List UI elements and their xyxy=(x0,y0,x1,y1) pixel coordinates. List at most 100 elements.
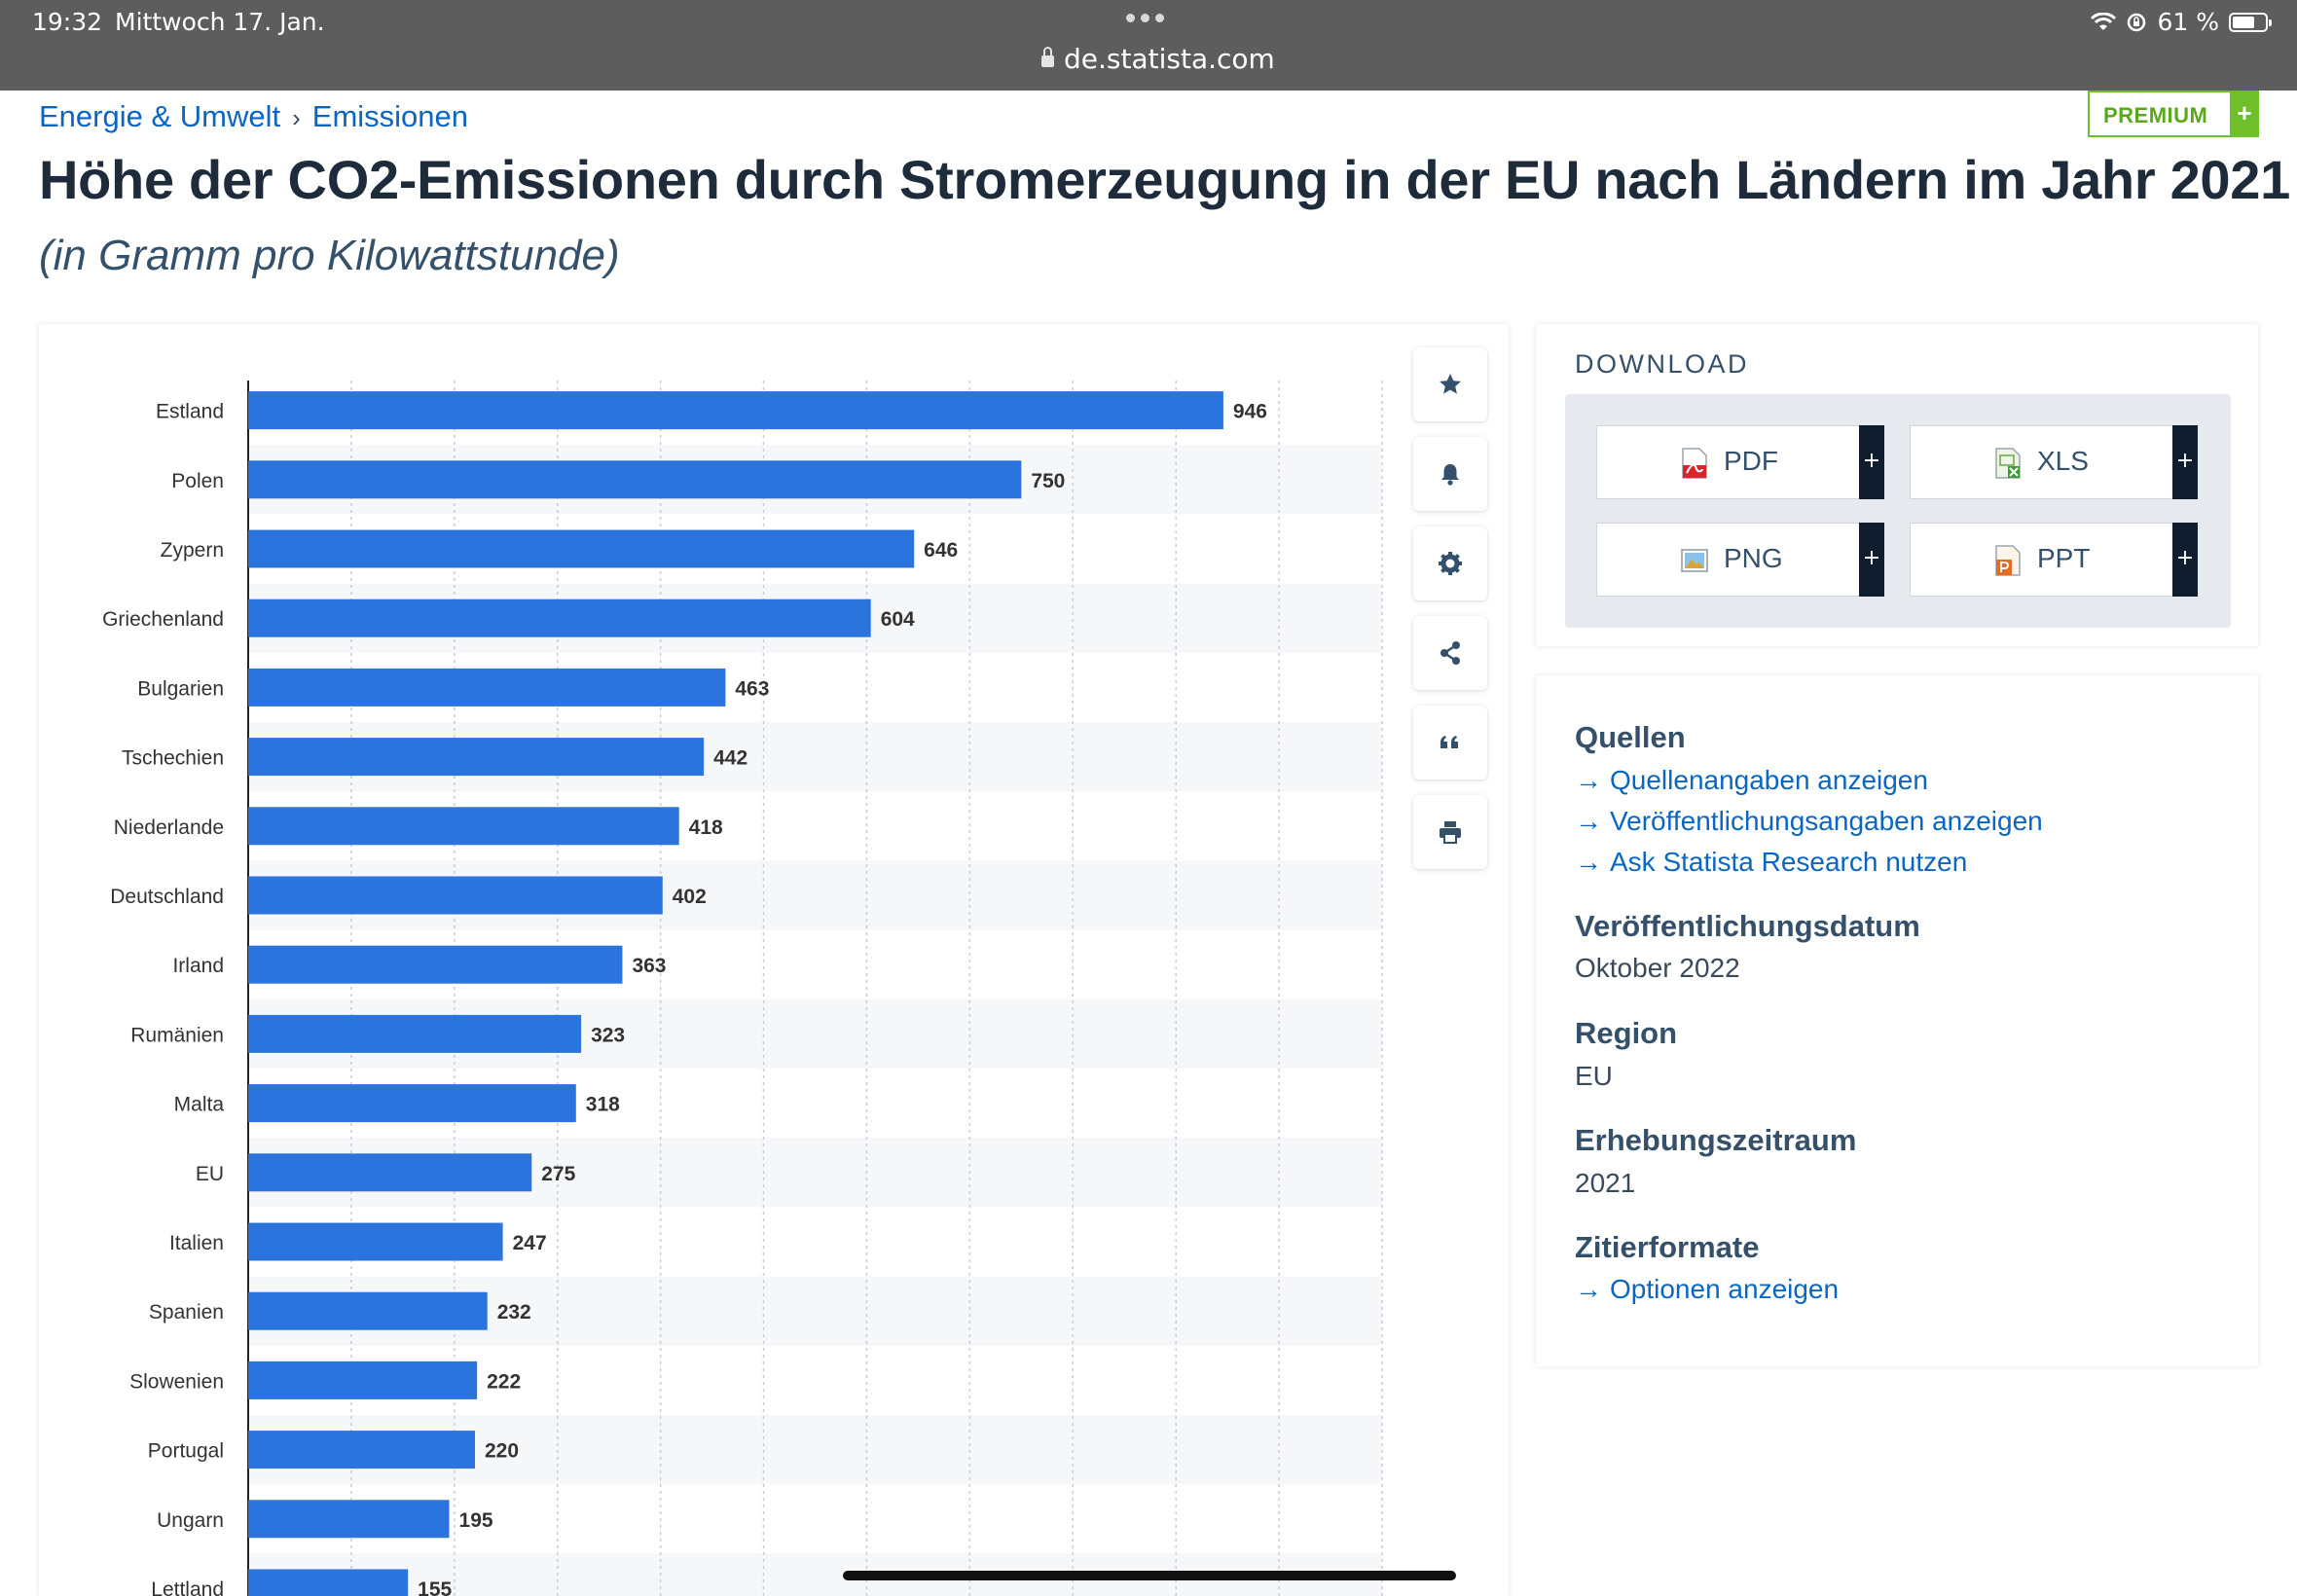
download-png-label: PNG xyxy=(1724,543,1783,573)
cite-options-link[interactable]: → Optionen anzeigen xyxy=(1575,1274,1839,1305)
bar[interactable] xyxy=(248,598,871,637)
bar[interactable] xyxy=(248,738,705,777)
download-xls-label: XLS xyxy=(2037,446,2089,476)
download-pdf-plus: + xyxy=(1859,425,1884,499)
category-label: EU xyxy=(196,1163,224,1185)
download-png-button[interactable]: PNG + xyxy=(1596,523,1884,597)
cite-button[interactable] xyxy=(1413,706,1487,780)
category-label: Portugal xyxy=(148,1440,224,1463)
category-label: Spanien xyxy=(149,1301,224,1324)
research-link[interactable]: → Ask Statista Research nutzen xyxy=(1575,847,1967,878)
bar[interactable] xyxy=(248,1222,503,1261)
star-icon xyxy=(1440,374,1461,394)
ppt-file-icon xyxy=(1995,545,2021,576)
bar[interactable] xyxy=(248,1500,450,1539)
bar[interactable] xyxy=(248,876,663,915)
bar[interactable] xyxy=(248,945,623,984)
info-card: Quellen → Quellenangaben anzeigen → Veröff… xyxy=(1536,675,2258,1366)
category-label: Zypern xyxy=(161,539,224,562)
url-bar[interactable]: de.statista.com xyxy=(1041,43,1275,75)
bar[interactable] xyxy=(248,1153,532,1192)
premium-button[interactable]: PREMIUM + xyxy=(2088,91,2259,137)
category-label: Malta xyxy=(174,1094,225,1116)
bar[interactable] xyxy=(248,1360,478,1399)
sources-link-label: Quellenangaben anzeigen xyxy=(1610,765,1928,795)
bar-chart: Estland 946 Polen 750 Zypern 646 Griechenland 6… xyxy=(102,381,1383,1596)
category-label: Rumänien xyxy=(130,1024,224,1046)
download-card: DOWNLOAD PDF + XLS + PNG + PPT + xyxy=(1536,324,2258,646)
favorite-button[interactable] xyxy=(1413,347,1487,421)
bar[interactable] xyxy=(248,1431,475,1469)
pubdate-value: Oktober 2022 xyxy=(1575,953,1740,983)
status-date: Mittwoch 17. Jan. xyxy=(115,8,325,36)
print-icon xyxy=(1440,821,1461,844)
bar[interactable] xyxy=(248,807,679,846)
print-button[interactable] xyxy=(1413,795,1487,869)
value-label: 323 xyxy=(591,1024,625,1046)
bar[interactable] xyxy=(248,1569,409,1596)
region-value: EU xyxy=(1575,1061,1613,1091)
download-pdf-button[interactable]: PDF + xyxy=(1596,425,1884,499)
png-image-icon xyxy=(1681,549,1708,572)
notification-button[interactable] xyxy=(1413,437,1487,511)
bell-icon xyxy=(1441,464,1459,486)
breadcrumb-link-emissionen[interactable]: Emissionen xyxy=(311,99,469,133)
arrow-right-icon: → xyxy=(1575,847,1602,877)
arrow-right-icon: → xyxy=(1575,765,1602,795)
bar[interactable] xyxy=(248,668,726,707)
value-label: 247 xyxy=(513,1232,547,1254)
status-icons: 61 % xyxy=(2091,8,2272,36)
wifi-icon xyxy=(2091,12,2117,30)
value-label: 195 xyxy=(459,1509,493,1532)
bar[interactable] xyxy=(248,529,915,568)
premium-plus: + xyxy=(2230,91,2259,137)
bar[interactable] xyxy=(248,1014,582,1053)
breadcrumb-separator: › xyxy=(292,103,301,132)
battery-percent: 61 % xyxy=(2157,8,2219,36)
category-label: Polen xyxy=(171,470,224,492)
page-title: Höhe der CO2-Emissionen durch Stromerzeu… xyxy=(39,149,2290,210)
value-label: 750 xyxy=(1031,470,1065,492)
value-label: 222 xyxy=(487,1370,521,1393)
download-title: DOWNLOAD xyxy=(1575,349,1750,379)
publication-link[interactable]: → Veröffentlichungsangaben anzeigen xyxy=(1575,806,2043,837)
category-label: Ungarn xyxy=(157,1509,224,1532)
sources-link[interactable]: → Quellenangaben anzeigen xyxy=(1575,765,1928,796)
home-indicator xyxy=(843,1571,1456,1580)
breadcrumb-link-energie[interactable]: Energie & Umwelt xyxy=(39,99,281,133)
share-icon xyxy=(1440,641,1460,665)
share-button[interactable] xyxy=(1413,616,1487,690)
bar[interactable] xyxy=(248,391,1223,430)
value-label: 363 xyxy=(632,955,666,977)
rotation-lock-icon xyxy=(2128,13,2146,31)
settings-button[interactable] xyxy=(1413,526,1487,600)
value-label: 275 xyxy=(541,1163,575,1185)
url-text: de.statista.com xyxy=(1064,43,1275,75)
category-label: Estland xyxy=(156,401,224,423)
page-subtitle: (in Gramm pro Kilowattstunde) xyxy=(39,232,620,279)
status-time: 19:32 xyxy=(32,8,103,36)
bar[interactable] xyxy=(248,1084,576,1123)
category-label: Griechenland xyxy=(102,608,224,631)
category-label: Niederlande xyxy=(114,816,224,839)
download-xls-plus: + xyxy=(2172,425,2198,499)
category-label: Italien xyxy=(169,1232,224,1254)
value-label: 155 xyxy=(418,1578,452,1596)
value-label: 463 xyxy=(735,677,769,700)
value-label: 946 xyxy=(1233,401,1267,423)
more-dots-icon[interactable] xyxy=(1126,14,1171,25)
arrow-right-icon: → xyxy=(1575,806,1602,836)
pdf-file-icon xyxy=(1682,448,1707,479)
download-pdf-label: PDF xyxy=(1724,446,1778,476)
value-label: 402 xyxy=(673,886,707,908)
bar[interactable] xyxy=(248,1291,488,1330)
premium-label: PREMIUM xyxy=(2103,103,2208,127)
download-xls-button[interactable]: XLS + xyxy=(1910,425,2198,499)
lock-icon xyxy=(1041,47,1054,67)
breadcrumb: Energie & Umwelt › Emissionen xyxy=(39,99,468,134)
category-label: Deutschland xyxy=(110,886,224,908)
bar[interactable] xyxy=(248,460,1022,499)
publication-link-label: Veröffentlichungsangaben anzeigen xyxy=(1610,806,2043,836)
category-label: Lettland xyxy=(151,1578,224,1596)
download-ppt-button[interactable]: PPT + xyxy=(1910,523,2198,597)
